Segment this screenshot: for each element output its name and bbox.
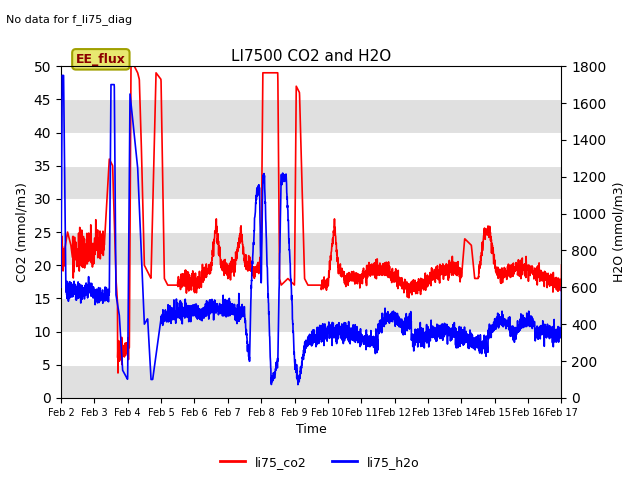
X-axis label: Time: Time [296, 423, 326, 436]
Text: EE_flux: EE_flux [76, 53, 126, 66]
Title: LI7500 CO2 and H2O: LI7500 CO2 and H2O [231, 48, 391, 63]
Bar [61, 166, 561, 199]
Bar [61, 299, 561, 332]
Text: No data for f_li75_diag: No data for f_li75_diag [6, 14, 132, 25]
Bar [61, 232, 561, 265]
Bar [61, 99, 561, 132]
Bar [61, 365, 561, 398]
Y-axis label: CO2 (mmol/m3): CO2 (mmol/m3) [15, 182, 28, 282]
Y-axis label: H2O (mmol/m3): H2O (mmol/m3) [612, 182, 625, 282]
Legend: li75_co2, li75_h2o: li75_co2, li75_h2o [215, 451, 425, 474]
